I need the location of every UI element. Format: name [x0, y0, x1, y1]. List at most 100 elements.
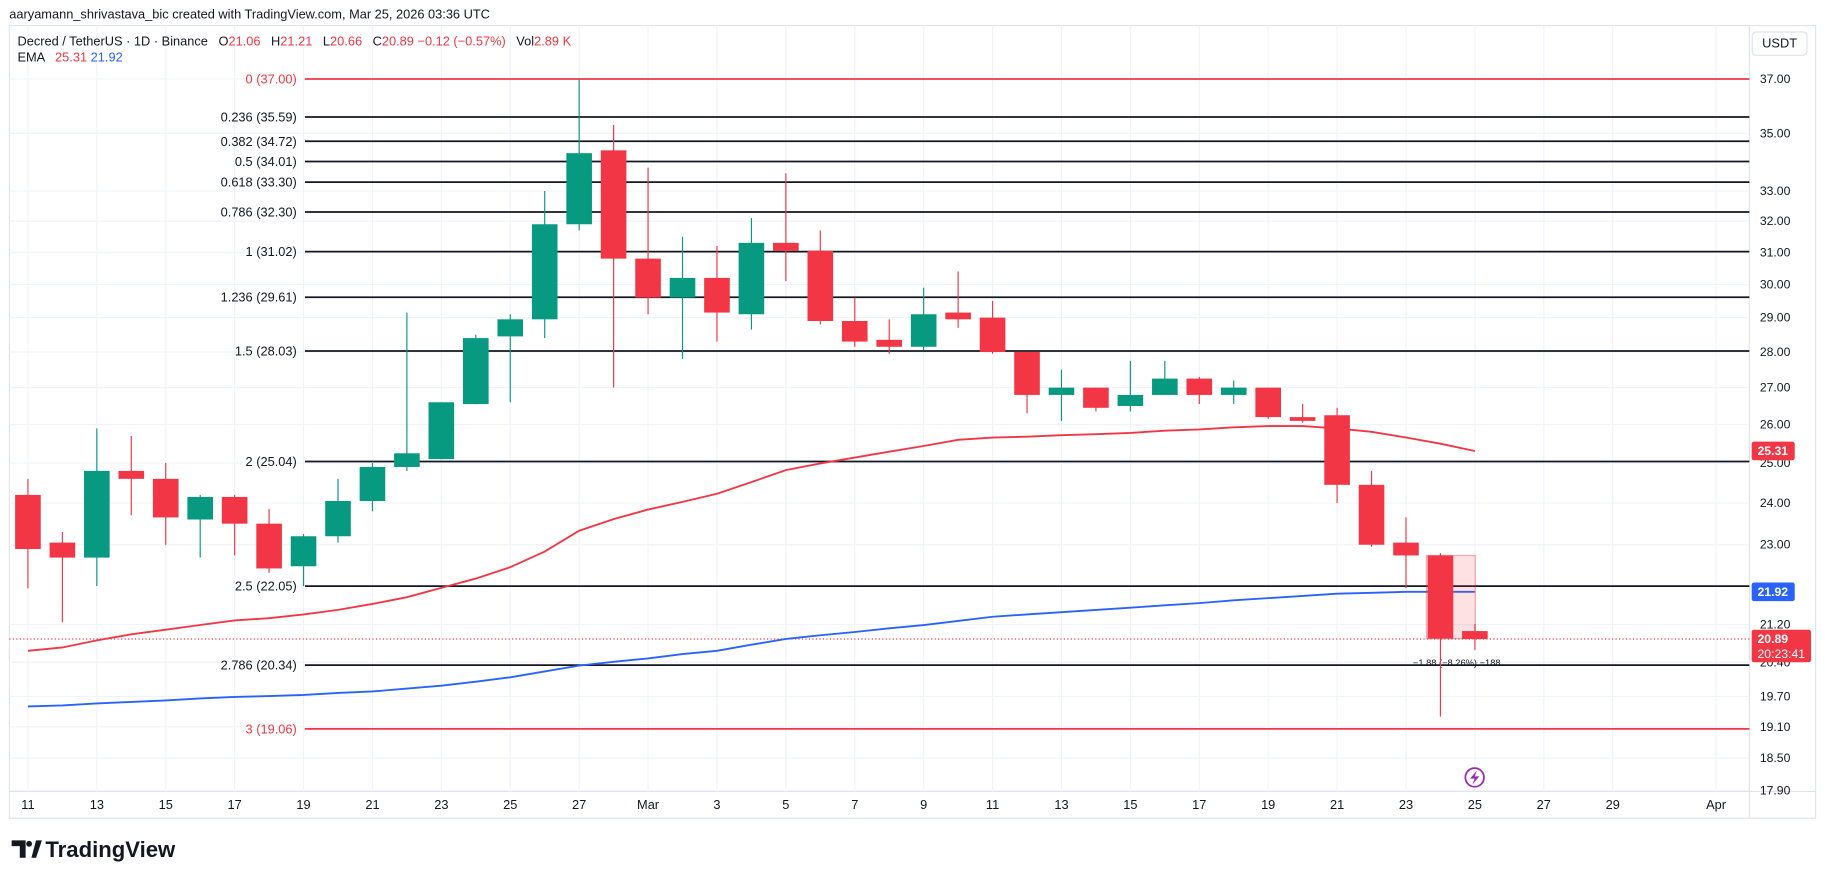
- y-tick-label: 33.00: [1760, 184, 1791, 198]
- candle-body: [1358, 484, 1385, 545]
- open-label: O: [218, 34, 229, 49]
- candle-body: [152, 478, 179, 518]
- price-tag: [1751, 441, 1795, 461]
- fib-label: 0 (37.00): [246, 71, 297, 86]
- candle-body: [945, 312, 971, 320]
- high-value: 21.21: [280, 34, 313, 49]
- price-tag-label: 25.31: [1757, 444, 1788, 458]
- candle-body: [566, 153, 592, 225]
- candle-body: [1186, 378, 1213, 395]
- currency-button[interactable]: USDT: [1751, 31, 1808, 56]
- ema-line: [27, 590, 1475, 708]
- candle-body: [1289, 417, 1316, 421]
- candle-body: [1014, 352, 1040, 395]
- last-price-label: 20.89: [1757, 632, 1788, 646]
- high-label: H: [271, 34, 281, 49]
- y-tick-label: 23.00: [1760, 538, 1791, 552]
- x-tick-label: 25: [503, 797, 517, 812]
- fib-label: 2.786 (20.34): [221, 658, 297, 673]
- y-tick-label: 31.00: [1760, 245, 1791, 259]
- candle-body: [1324, 415, 1350, 485]
- low-value: 20.66: [330, 34, 363, 49]
- candle-body: [84, 470, 110, 558]
- candle-body: [1117, 394, 1144, 406]
- y-tick-label: 32.00: [1760, 214, 1791, 228]
- x-tick-label: 5: [782, 797, 789, 812]
- x-tick-label: 13: [1054, 797, 1068, 812]
- close-value: 20.89: [381, 34, 414, 49]
- price-tag: [1751, 582, 1795, 602]
- y-tick-label: 21.20: [1760, 618, 1791, 632]
- y-tick-label: 37.00: [1760, 72, 1791, 86]
- x-tick-label: 3: [713, 797, 720, 812]
- candle-body: [325, 501, 351, 537]
- candle-body: [290, 536, 317, 567]
- x-tick-label: 25: [1468, 797, 1482, 812]
- candle-body: [1427, 555, 1454, 639]
- candle-body: [600, 150, 627, 259]
- measure-label: −1.88 (−8.26%) −188: [1413, 658, 1501, 668]
- candle-body: [221, 496, 248, 524]
- logo-text: TradingView: [45, 837, 176, 862]
- ema-value: 21.92: [90, 51, 123, 66]
- candle-body: [1048, 387, 1075, 395]
- x-tick-label: 19: [1261, 797, 1275, 812]
- candle-body: [876, 339, 903, 347]
- x-tick-label: 21: [1330, 797, 1344, 812]
- candle-body: [462, 338, 489, 405]
- fib-label: 2.5 (22.05): [235, 579, 297, 594]
- legend-header: Decred / TetherUS · 1D · Binance O21.06 …: [17, 34, 571, 50]
- candle-body: [187, 496, 213, 520]
- candle-body: [979, 317, 1006, 353]
- candle-body: [1255, 387, 1281, 418]
- x-tick-label: 9: [920, 797, 927, 812]
- candle-body: [118, 470, 145, 479]
- x-tick-label: 23: [434, 797, 448, 812]
- fib-label: 0.236 (35.59): [221, 110, 297, 125]
- vol-label: Vol: [516, 34, 535, 49]
- x-tick-label: 19: [296, 797, 310, 812]
- candle-body: [15, 494, 41, 550]
- y-tick-label: 19.70: [1760, 689, 1791, 703]
- y-tick-label: 17.90: [1760, 783, 1791, 797]
- y-tick-label: 18.50: [1760, 751, 1791, 765]
- x-tick-label: 11: [21, 797, 34, 812]
- ema-line: [27, 425, 1476, 652]
- y-tick-label: 35.00: [1760, 126, 1791, 140]
- x-tick-label: 27: [1537, 797, 1551, 812]
- logo: TradingView: [11, 837, 176, 862]
- candle-body: [256, 523, 282, 569]
- candle-body: [359, 466, 386, 502]
- y-tick-label: 24.00: [1760, 496, 1791, 510]
- ema-label: EMA: [17, 51, 45, 66]
- fib-label: 1 (31.02): [246, 244, 297, 259]
- y-tick-label: 28.00: [1760, 345, 1791, 359]
- x-tick-label: 21: [365, 797, 379, 812]
- open-value: 21.06: [228, 34, 261, 49]
- fib-label: 2 (25.04): [246, 454, 297, 469]
- candle-body: [1220, 387, 1247, 395]
- chart-frame: [8, 25, 1817, 819]
- candle-body: [807, 250, 834, 322]
- candle-body: [669, 277, 696, 298]
- y-tick-label: 26.00: [1760, 418, 1791, 432]
- fib-label: 1.236 (29.61): [221, 290, 297, 305]
- y-tick-label: 27.00: [1760, 381, 1791, 395]
- label-layer: 37.00 35.00 33.00 32.00 31.00 30.00 29.00 28.00…: [21, 72, 1812, 812]
- x-tick-label: Apr: [1706, 797, 1727, 812]
- legend-ema: EMA 25.31 21.92: [17, 50, 122, 66]
- candle-body: [394, 453, 420, 467]
- alert-icon[interactable]: [1464, 767, 1485, 788]
- x-tick-label: 7: [851, 797, 858, 812]
- symbol: Decred / TetherUS · 1D · Binance: [17, 34, 208, 49]
- close-label: C: [372, 34, 382, 49]
- fib-label: 0.786 (32.30): [221, 205, 297, 220]
- y-tick-label: 19.10: [1760, 720, 1791, 734]
- candle-body: [49, 542, 76, 558]
- x-tick-label: 15: [1123, 797, 1137, 812]
- x-tick-label: Mar: [637, 797, 660, 812]
- last-price-tag: [1751, 629, 1812, 663]
- candle-body: [635, 258, 661, 298]
